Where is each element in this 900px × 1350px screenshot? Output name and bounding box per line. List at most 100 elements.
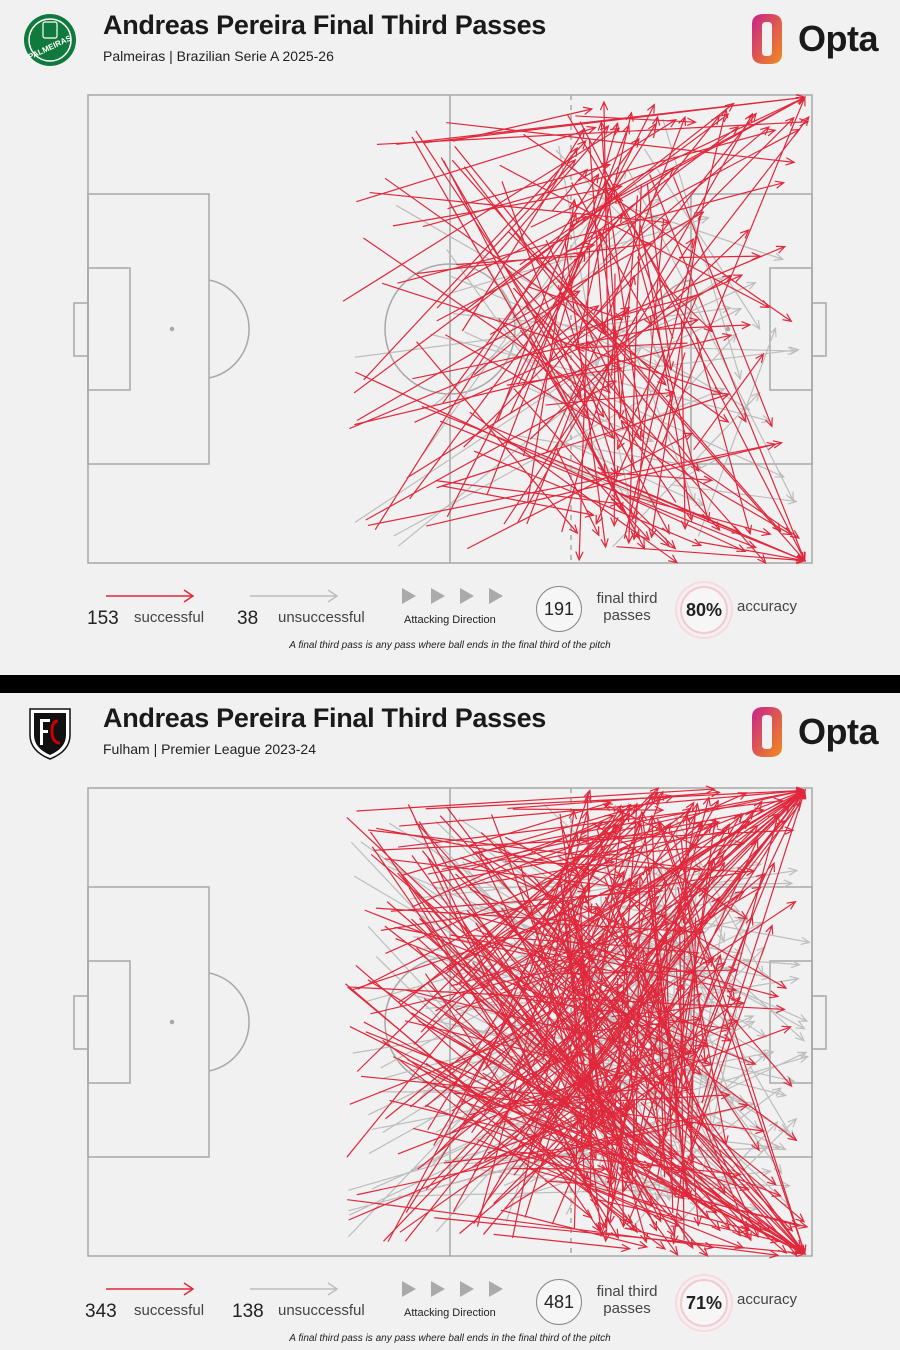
successful-pass (405, 870, 625, 1213)
pass-line (673, 116, 810, 292)
pass-line (604, 995, 806, 1255)
pass-arrowhead (610, 517, 619, 528)
successful-pass (373, 826, 795, 851)
unsuccessful-label: unsuccessful (278, 609, 365, 626)
pass-line (611, 494, 670, 547)
pass-line (653, 282, 756, 329)
successful-pass (490, 814, 576, 1035)
successful-pass (538, 1080, 685, 1200)
successful-pass (575, 248, 591, 562)
pass-line (376, 121, 808, 146)
pass-arrowhead (687, 814, 696, 825)
pass-arrowhead (574, 343, 585, 352)
pass-arrowhead (615, 808, 626, 819)
pass-arrowhead (795, 1021, 806, 1030)
pass-arrowhead (741, 321, 752, 330)
pass-line (349, 246, 786, 430)
successful-pass (673, 115, 810, 292)
pass-line (625, 1005, 806, 1255)
pass-line (595, 318, 782, 532)
pass-arrows (342, 94, 810, 565)
successful-count: 343 (85, 1301, 117, 1322)
pass-arrowhead (755, 873, 766, 883)
pass-line (407, 804, 607, 1228)
pass-line (393, 390, 660, 537)
pass-arrowhead (600, 162, 612, 171)
successful-pass (602, 177, 644, 438)
pass-arrowhead (719, 413, 730, 423)
pass-arrowhead (785, 116, 795, 127)
pass-map (73, 94, 827, 565)
successful-pass (564, 240, 609, 549)
pass-arrowhead (684, 1120, 695, 1129)
pass-arrowhead (720, 107, 729, 119)
pass-arrowhead (642, 864, 652, 876)
opta-logo: Opta (740, 703, 890, 763)
successful-pass (568, 840, 746, 860)
opta-mark-icon (752, 707, 782, 757)
unsuccessful-pass (612, 391, 761, 548)
right-six-yard-box (769, 267, 813, 391)
pass-line (383, 820, 786, 1242)
pass-arrowhead (577, 884, 588, 893)
left-penalty-area (87, 193, 210, 465)
pass-arrowhead (768, 326, 777, 338)
pass-arrowhead (583, 793, 592, 804)
left-penalty-arc (208, 279, 250, 379)
left-penalty-area (87, 886, 210, 1158)
pass-arrowhead (776, 1089, 788, 1098)
chart-subtitle: Fulham | Premier League 2023-24 (103, 741, 316, 757)
pass-line (371, 846, 638, 1233)
pass-arrowhead (796, 1244, 806, 1255)
pass-arrowhead (567, 1024, 576, 1035)
pass-line (363, 1021, 806, 1255)
pass-arrowhead (674, 1212, 685, 1221)
pass-line (467, 861, 615, 887)
pass-line (446, 121, 795, 163)
pass-arrowhead (758, 1051, 769, 1062)
pass-arrowhead (577, 139, 587, 150)
pass-arrowhead (584, 242, 596, 251)
pass-line (588, 1006, 798, 1256)
pass-line (456, 787, 659, 986)
pass-arrowhead (569, 198, 578, 209)
pass-arrowhead (657, 913, 667, 924)
total-label-line-1: final third (596, 590, 658, 607)
pass-arrowhead (582, 1209, 593, 1219)
pass-line (513, 789, 806, 1070)
pass-line (672, 1034, 698, 1244)
pass-arrowhead (620, 419, 630, 430)
successful-pass (572, 1119, 582, 1229)
successful-pass (486, 123, 630, 495)
pass-line (463, 117, 795, 448)
successful-pass (624, 185, 642, 545)
pass-line (507, 791, 720, 810)
pass-line (452, 108, 593, 142)
pass-arrowhead (786, 900, 797, 910)
pass-arrowhead (709, 819, 721, 828)
left-goal (73, 995, 89, 1050)
pass-line (698, 541, 805, 562)
pass-arrowhead (651, 821, 662, 831)
pass-arrowhead (716, 861, 726, 872)
legend: 153 successful 38 unsuccessful Attacking… (0, 582, 900, 672)
pass-arrowhead (703, 323, 714, 333)
pass-line (683, 815, 696, 839)
successful-pass (559, 1058, 788, 1254)
pass-line (637, 256, 709, 522)
successful-pass (695, 335, 753, 536)
pass-arrowhead (789, 530, 801, 539)
successful-pass (589, 822, 731, 1071)
successful-pass (547, 789, 806, 1118)
pass-arrowhead (768, 1121, 779, 1131)
pass-arrowhead (792, 801, 802, 812)
pass-line (517, 113, 753, 523)
pass-line (656, 858, 714, 1181)
pass-line (385, 896, 660, 1120)
successful-pass (523, 133, 793, 323)
pass-arrowhead (705, 785, 716, 794)
pass-arrowhead (634, 822, 643, 833)
pass-line (649, 893, 690, 1199)
pass-arrowhead (724, 102, 735, 112)
successful-pass (348, 1110, 606, 1221)
